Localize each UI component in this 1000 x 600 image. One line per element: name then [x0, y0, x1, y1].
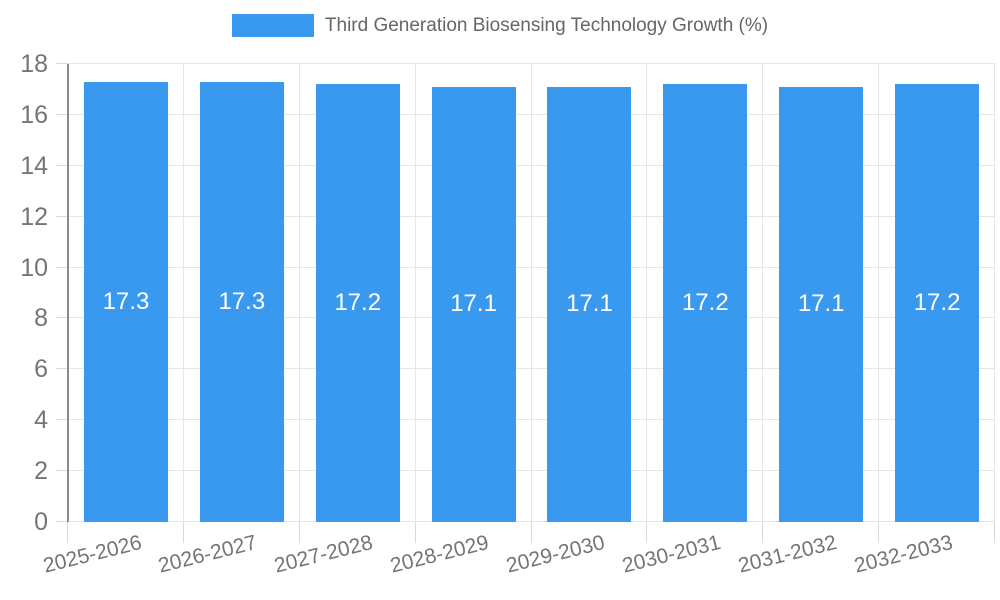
x-gridline: [994, 64, 995, 522]
legend: Third Generation Biosensing Technology G…: [0, 14, 1000, 37]
y-axis-tick-label: 4: [34, 406, 48, 435]
y-axis-tick-label: 14: [20, 151, 48, 180]
y-axis-tick-label: 0: [34, 508, 48, 536]
x-gridline: [182, 64, 184, 522]
bar-value-label: 17.3: [218, 287, 266, 315]
y-tick-mark: [56, 470, 68, 472]
bar[interactable]: [315, 84, 400, 522]
y-tick-mark: [56, 521, 68, 522]
x-gridline: [530, 64, 532, 522]
bar[interactable]: [779, 86, 864, 522]
bar[interactable]: [199, 81, 284, 522]
x-axis-tick-label: 2028-2029: [388, 531, 492, 578]
bar-value-label: 17.2: [334, 289, 382, 317]
x-tick-mark: [994, 522, 995, 543]
bar-value-label: 17.1: [450, 290, 497, 318]
x-axis-tick-label: 2026-2027: [156, 531, 260, 578]
bar-value-label: 17.1: [566, 290, 613, 318]
y-tick-mark: [56, 419, 68, 421]
legend-label: Third Generation Biosensing Technology G…: [324, 14, 769, 36]
legend-item[interactable]: Third Generation Biosensing Technology G…: [231, 14, 769, 37]
bar-value-label: 17.2: [681, 289, 729, 317]
bar-value-label: 17.1: [797, 290, 845, 318]
bar-value-label: 17.3: [102, 287, 150, 315]
legend-swatch-icon: [231, 14, 314, 37]
x-tick-mark: [762, 522, 764, 543]
x-tick-mark: [182, 522, 184, 543]
bar[interactable]: [895, 84, 980, 522]
y-axis-tick-label: 16: [20, 100, 48, 129]
y-tick-mark: [56, 164, 68, 166]
x-tick-mark: [646, 522, 648, 543]
x-axis-tick-label: 2032-2033: [851, 531, 955, 578]
x-tick-mark: [530, 522, 532, 543]
y-tick-mark: [56, 368, 68, 370]
x-gridline: [646, 64, 648, 522]
x-tick-mark: [298, 522, 300, 543]
x-gridline: [298, 64, 300, 522]
y-axis-line: [67, 64, 69, 522]
bar-value-label: 17.2: [913, 289, 961, 317]
x-tick-mark: [414, 522, 416, 543]
x-gridline: [414, 64, 416, 522]
x-gridline: [878, 64, 880, 522]
y-tick-mark: [56, 113, 68, 115]
bar[interactable]: [83, 81, 168, 522]
x-axis-tick-label: 2031-2032: [735, 531, 839, 578]
x-gridline: [762, 64, 764, 522]
x-axis-tick-label: 2029-2030: [503, 531, 608, 578]
x-axis-tick-label: 2027-2028: [272, 531, 376, 578]
bar[interactable]: [663, 84, 748, 522]
y-tick-mark: [56, 215, 68, 217]
y-tick-mark: [56, 63, 68, 64]
y-axis-tick-label: 8: [34, 304, 48, 333]
bar[interactable]: [431, 86, 516, 522]
x-axis-tick-label: 2030-2031: [619, 531, 723, 578]
y-axis-tick-label: 2: [34, 457, 48, 486]
y-axis-tick-label: 6: [34, 355, 48, 384]
y-axis-tick-label: 12: [20, 202, 48, 231]
y-tick-mark: [56, 317, 68, 319]
x-axis-tick-label: 2025-2026: [40, 531, 144, 578]
bar[interactable]: [547, 86, 632, 522]
y-tick-mark: [56, 266, 68, 268]
x-tick-mark: [878, 522, 880, 543]
y-axis-tick-label: 10: [20, 253, 48, 282]
y-gridline: [68, 63, 995, 64]
y-axis-tick-label: 18: [20, 50, 48, 78]
x-tick-mark: [67, 522, 68, 543]
